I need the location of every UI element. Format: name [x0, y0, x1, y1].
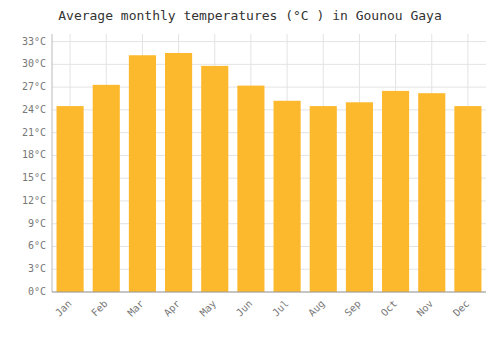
title: Average monthly temperatures (°C ) in Go… — [58, 8, 442, 23]
x-tick-label: Feb — [89, 298, 110, 319]
x-axis-line — [52, 292, 486, 293]
bar — [454, 106, 481, 292]
y-tick-label: 30°C — [22, 58, 46, 69]
y-grid-line — [52, 292, 486, 293]
x-tick-label: Dec — [451, 298, 472, 319]
x-tick-label: Nov — [415, 298, 436, 319]
y-tick-label: 12°C — [22, 195, 46, 206]
x-tick-label: Jun — [234, 298, 255, 319]
y-tick-label: 18°C — [22, 149, 46, 160]
y-tick-label: 24°C — [22, 104, 46, 115]
y-tick-label: 0°C — [28, 286, 46, 297]
x-tick-label: May — [198, 298, 219, 319]
y-tick-labels: 0°C 3°C 6°C 9°C 12°C 15°C 18°C 21°C 24°C 27°C 30°C… — [22, 36, 46, 297]
x-tick-label: Jan — [53, 298, 74, 319]
bar — [382, 91, 409, 292]
y-grid-line — [52, 64, 486, 65]
bar — [165, 53, 192, 292]
x-tick-label: Jul — [270, 298, 291, 319]
y-tick-label: 9°C — [28, 218, 46, 229]
x-tick-label: Aug — [306, 298, 327, 319]
x-tick-label: Sep — [342, 298, 363, 319]
y-tick-label: 15°C — [22, 172, 46, 183]
y-tick-label: 33°C — [22, 36, 46, 47]
chart-container: 0°C 3°C 6°C 9°C 12°C 15°C 18°C 21°C 24°C 27°C 30°C… — [0, 0, 500, 350]
y-tick-label: 3°C — [28, 263, 46, 274]
chart: 0°C 3°C 6°C 9°C 12°C 15°C 18°C 21°C 24°C 27°C 30°C… — [0, 0, 500, 350]
x-tick-label: Mar — [125, 298, 146, 319]
grid — [52, 34, 486, 292]
bar — [418, 93, 445, 292]
y-tick-label: 21°C — [22, 127, 46, 138]
bar — [201, 66, 228, 292]
x-tick-label: Oct — [379, 298, 400, 319]
axes — [52, 34, 486, 292]
y-tick-label: 6°C — [28, 240, 46, 251]
bars — [57, 53, 482, 292]
bar — [274, 101, 301, 292]
x-tick-labels: Jan Feb Mar Apr May Jun Jul Aug Sep Oct Nov Dec — [53, 298, 471, 319]
bar — [129, 55, 156, 292]
bar — [237, 86, 264, 292]
y-axis-line — [52, 34, 53, 292]
y-tick-label: 27°C — [22, 81, 46, 92]
bar — [57, 106, 84, 292]
x-tick-label: Apr — [162, 298, 183, 319]
bar — [93, 85, 120, 292]
y-grid-line — [52, 41, 486, 42]
bar — [346, 102, 373, 292]
bar — [310, 106, 337, 292]
